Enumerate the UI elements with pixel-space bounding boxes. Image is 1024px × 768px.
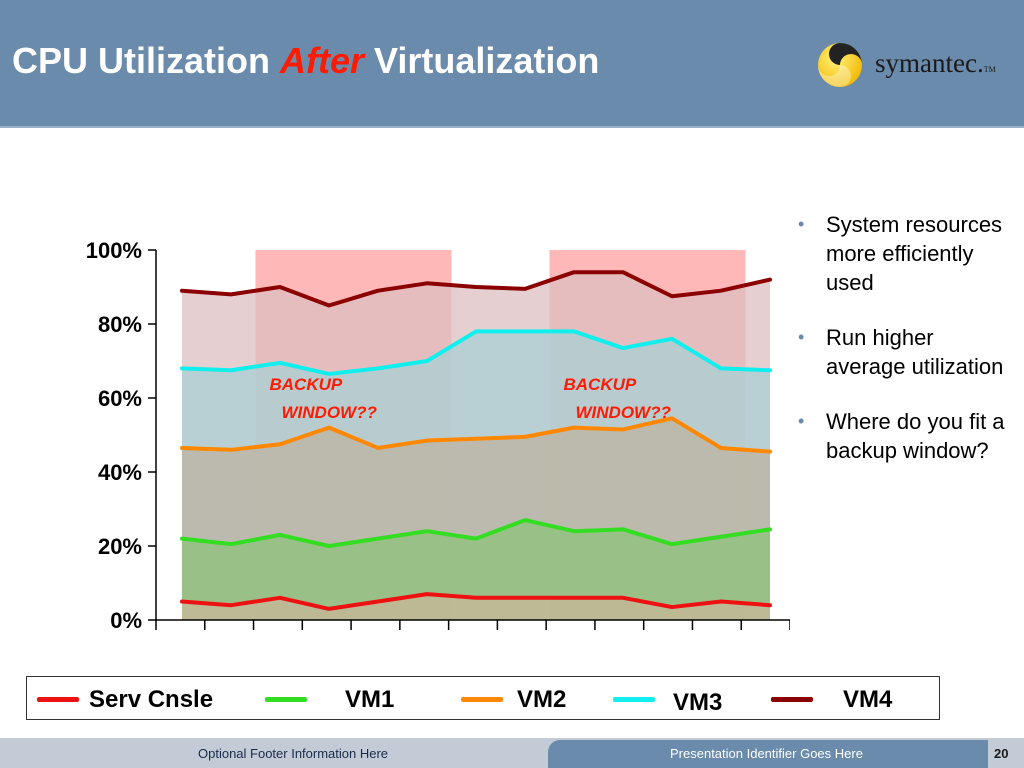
- bullet-item: • Run higher average utilization: [798, 325, 1004, 379]
- series-line-vm4: [180, 270, 772, 308]
- y-tick-label: 0%: [110, 608, 142, 633]
- footer-info: Optional Footer Information Here: [198, 746, 389, 761]
- title-accent: After: [280, 40, 365, 81]
- backup-window-label-2-line-1: BACKUP: [564, 375, 637, 394]
- series-line-vm1: [180, 518, 772, 548]
- backup-window-label-1-line-2: WINDOW??: [282, 403, 378, 422]
- logo-text: symantec.TM: [875, 48, 996, 78]
- legend-swatch: [37, 697, 79, 702]
- series-area-vm1: [182, 520, 770, 620]
- chart-axes: 0% 20% 40% 60% 80% 100%: [86, 238, 790, 633]
- y-tick-label: 80%: [98, 312, 142, 337]
- symantec-swirl-icon: [818, 43, 862, 87]
- legend-label: VM1: [345, 686, 395, 713]
- legend-label: VM3: [673, 689, 723, 716]
- bullet-icon: •: [798, 327, 805, 347]
- y-tick-label: 60%: [98, 386, 142, 411]
- symantec-logo: symantec.TM: [815, 40, 1005, 90]
- backup-window-labels: BACKUP WINDOW?? BACKUP WINDOW??: [270, 375, 672, 422]
- series-lines: [180, 270, 772, 611]
- logo-trademark: TM: [983, 65, 996, 74]
- legend-swatch: [265, 697, 307, 702]
- legend-swatch: [771, 697, 813, 702]
- series-line-serv-cnsle: [180, 592, 772, 611]
- cpu-utilization-chart: 0% 20% 40% 60% 80% 100% BACKUP WINDOW?? BACKUP W…: [86, 238, 790, 633]
- bullet-item: • System resources more efficiently used: [798, 212, 1003, 295]
- bullet-icon: •: [798, 411, 805, 431]
- footer-identifier-tab: [548, 740, 988, 768]
- y-tick-label: 20%: [98, 534, 142, 559]
- legend-swatch: [613, 697, 655, 702]
- title-part-2: Virtualization: [364, 40, 600, 81]
- page-number: 20: [994, 746, 1009, 761]
- legend-label: Serv Cnsle: [89, 686, 214, 713]
- legend-label: VM2: [517, 686, 567, 713]
- series-line-vm3: [180, 329, 772, 376]
- backup-window-label-1-line-1: BACKUP: [270, 375, 343, 394]
- bullet-item: • Where do you fit a backup window?: [798, 409, 1005, 463]
- series-area-serv-cnsle: [182, 594, 770, 620]
- series-line-vm2: [180, 416, 772, 454]
- bullet-icon: •: [798, 214, 805, 234]
- y-tick-label: 40%: [98, 460, 142, 485]
- title-part-1: CPU Utilization: [12, 40, 280, 81]
- slide-title: CPU Utilization After Virtualization: [12, 40, 599, 82]
- chart-legend: Serv Cnsle VM1 VM2 VM3 VM4: [26, 676, 940, 720]
- header-divider: [0, 126, 1024, 128]
- bullet-list: • System resources more efficiently used …: [796, 210, 1016, 491]
- legend-label: VM4: [843, 686, 893, 713]
- presentation-identifier: Presentation Identifier Goes Here: [670, 746, 863, 761]
- legend-swatch: [461, 697, 503, 702]
- backup-window-label-2-line-2: WINDOW??: [576, 403, 672, 422]
- y-tick-label: 100%: [86, 238, 142, 263]
